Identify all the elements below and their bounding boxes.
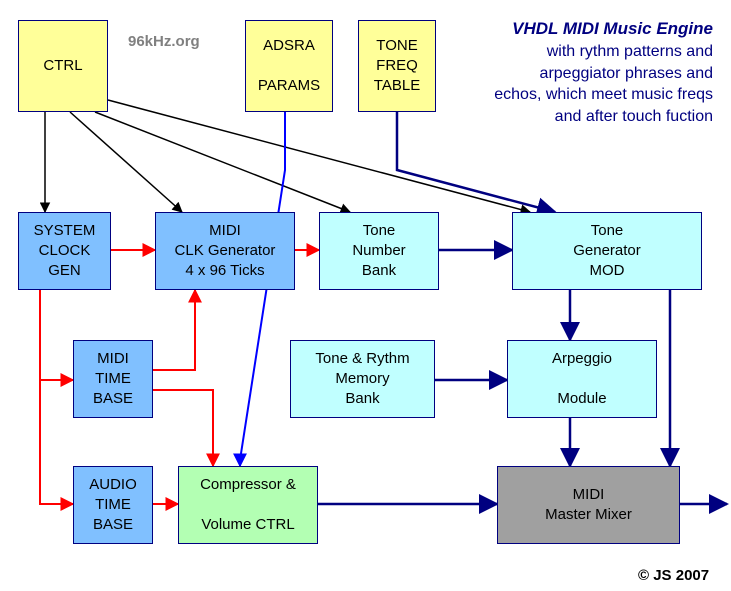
edge <box>70 112 182 212</box>
title-heading: VHDL MIDI Music Engine <box>494 18 713 41</box>
node-tft: TONEFREQTABLE <box>358 20 436 112</box>
copyright: © JS 2007 <box>638 566 709 586</box>
edge <box>108 100 530 212</box>
edge <box>95 112 350 212</box>
edge <box>153 290 195 370</box>
node-tonebank: ToneNumberBank <box>319 212 439 290</box>
edge <box>40 290 73 380</box>
node-adsra: ADSRA PARAMS <box>245 20 333 112</box>
title-block: VHDL MIDI Music Enginewith rythm pattern… <box>494 18 713 127</box>
node-mixer: MIDIMaster Mixer <box>497 466 680 544</box>
node-arpeggio: Arpeggio Module <box>507 340 657 418</box>
node-ctrl: CTRL <box>18 20 108 112</box>
node-sysclk: SYSTEMCLOCKGEN <box>18 212 111 290</box>
node-miditb: MIDITIMEBASE <box>73 340 153 418</box>
title-sub: with rythm patterns and arpeggiator phra… <box>494 41 713 127</box>
edge <box>153 390 213 466</box>
edge <box>40 380 73 504</box>
node-midiclk: MIDICLK Generator4 x 96 Ticks <box>155 212 295 290</box>
node-compvol: Compressor & Volume CTRL <box>178 466 318 544</box>
node-tonegen: ToneGeneratorMOD <box>512 212 702 290</box>
node-trmem: Tone & RythmMemoryBank <box>290 340 435 418</box>
node-audiotb: AUDIOTIMEBASE <box>73 466 153 544</box>
site-label: 96kHz.org <box>128 32 200 52</box>
